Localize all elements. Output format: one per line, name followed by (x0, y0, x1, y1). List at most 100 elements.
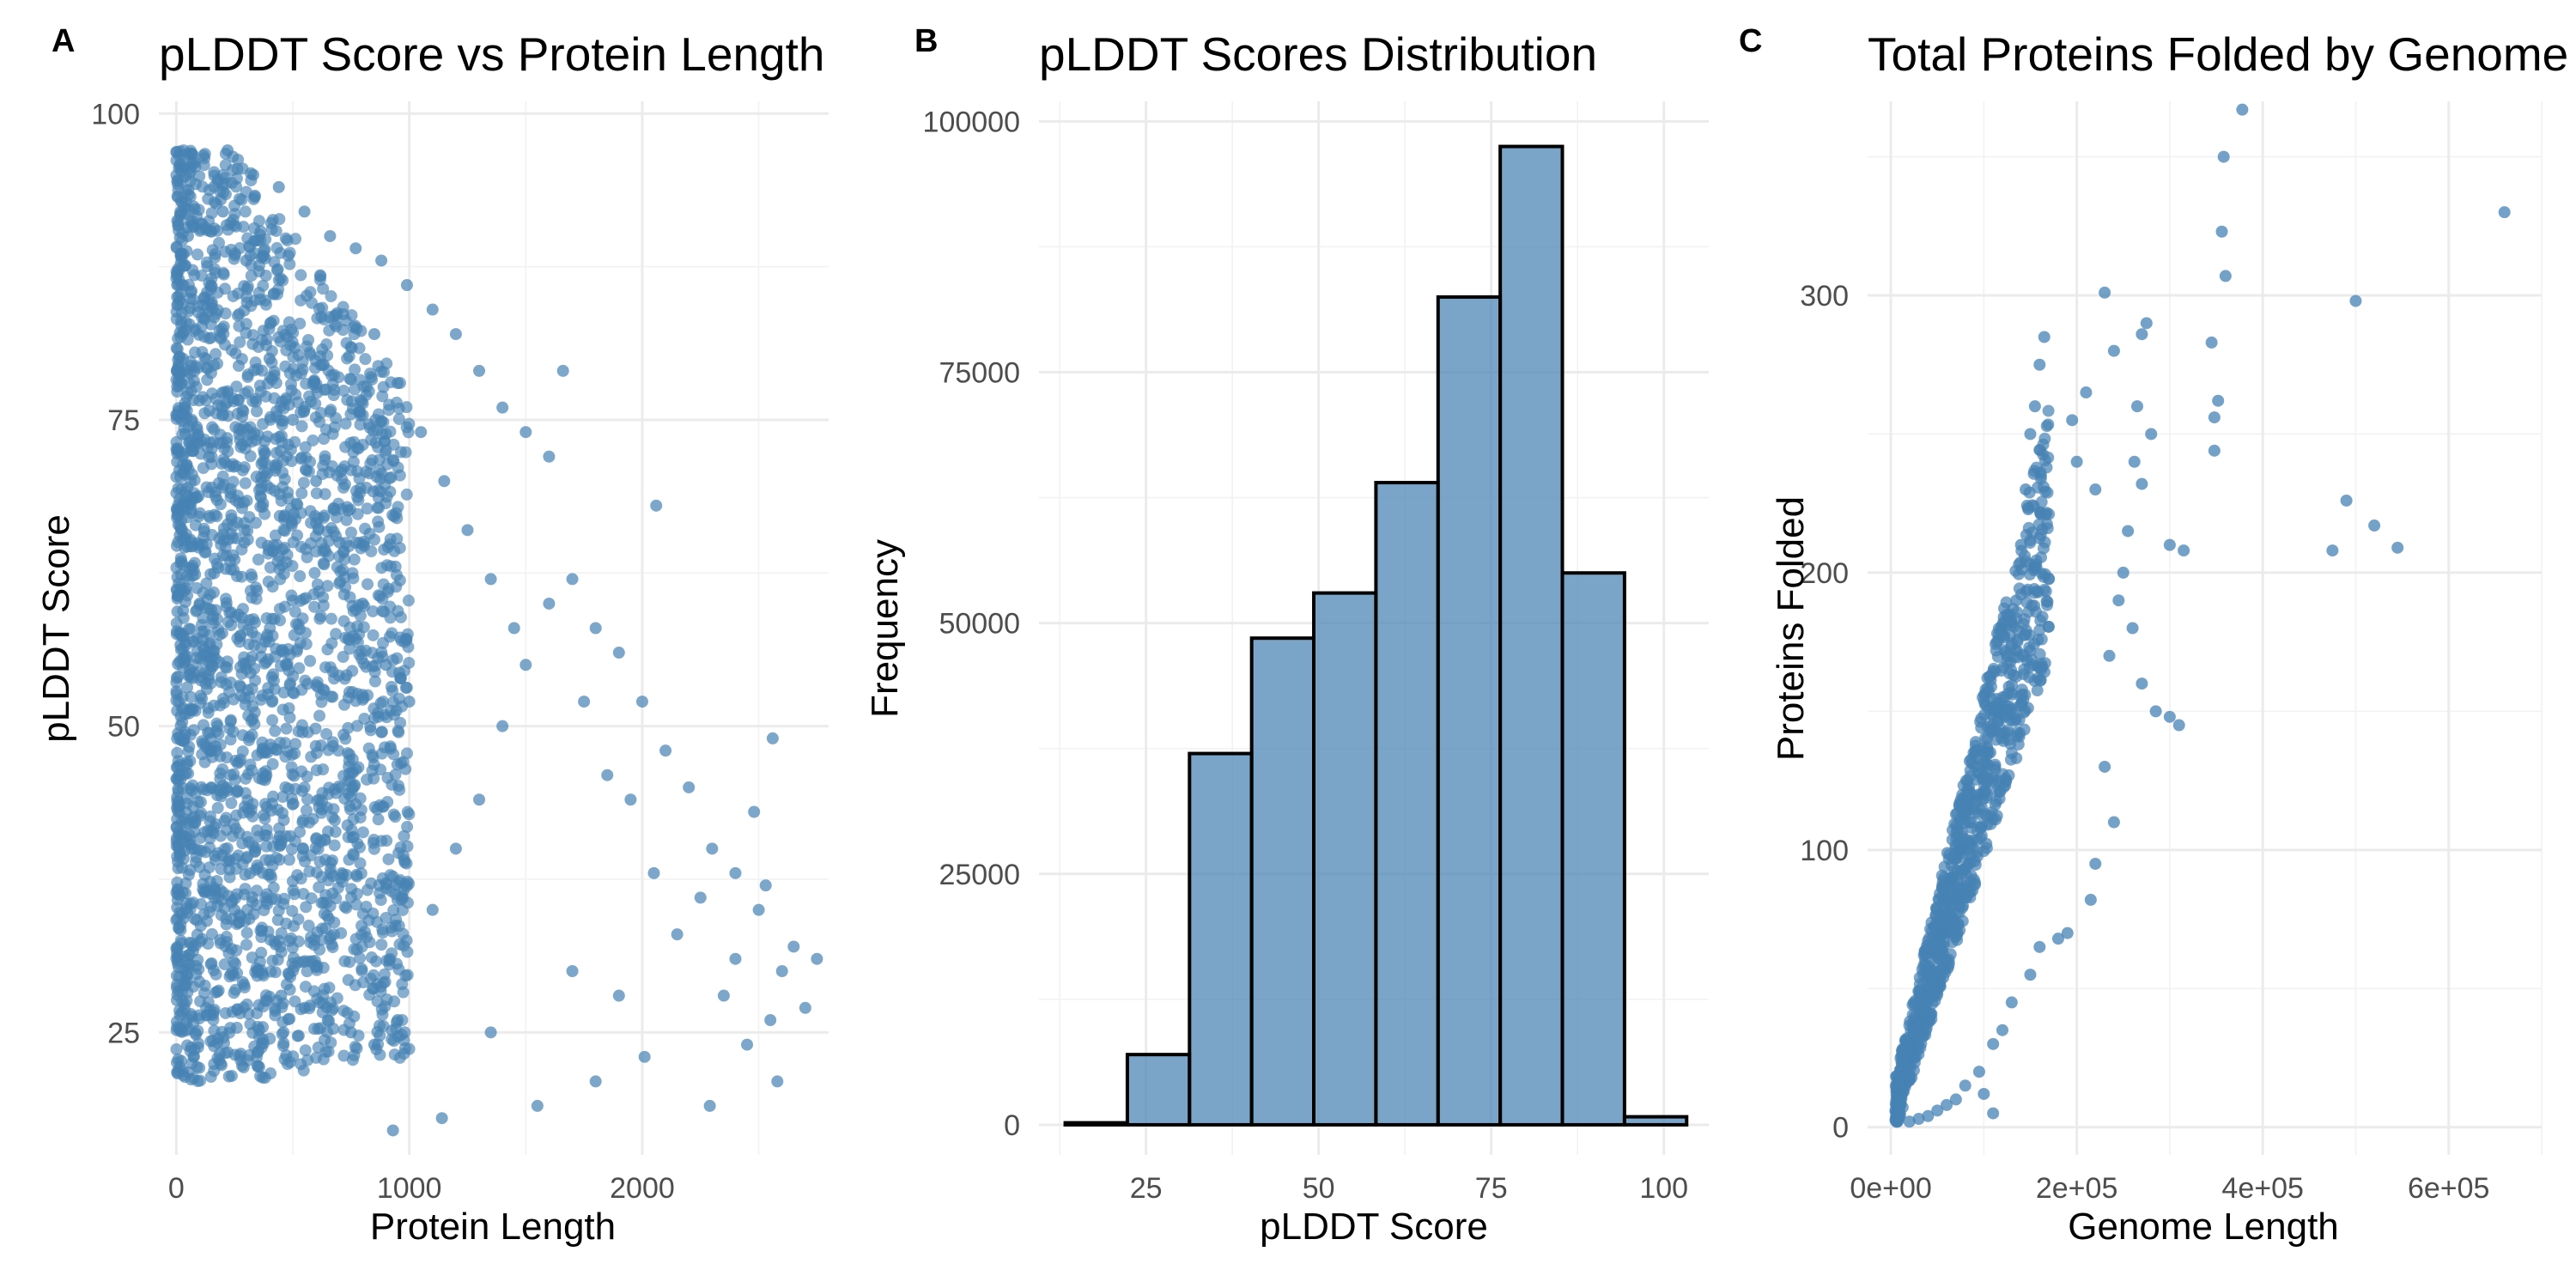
scatter-point (387, 454, 400, 467)
scatter-point (170, 820, 183, 833)
scatter-point (1927, 943, 1940, 956)
scatter-point (461, 524, 474, 537)
scatter-point (1987, 1037, 2000, 1050)
scatter-point (215, 676, 228, 689)
scatter-point (171, 455, 184, 468)
scatter-point (213, 236, 226, 249)
y-tick-label: 200 (1800, 557, 1849, 590)
scatter-point (1972, 1066, 1985, 1078)
scatter-point (380, 659, 392, 671)
scatter-point (209, 247, 222, 260)
scatter-point (280, 1048, 293, 1061)
scatter-point (380, 428, 392, 440)
scatter-point (173, 358, 185, 371)
scatter-point (337, 1049, 350, 1062)
scatter-point (305, 892, 318, 905)
scatter-point (356, 826, 369, 839)
scatter-point (200, 353, 213, 366)
scatter-point (225, 243, 238, 256)
scatter-point (279, 737, 292, 750)
scatter-point (1989, 799, 2002, 811)
y-axis-label-a: pLDDT Score (35, 514, 77, 743)
scatter-point (173, 768, 186, 781)
x-tick-label: 0e+00 (1850, 1172, 1932, 1205)
scatter-point (271, 555, 284, 568)
scatter-point (349, 242, 362, 255)
scatter-point (241, 280, 254, 293)
scatter-point (375, 939, 388, 951)
scatter-point (204, 568, 217, 580)
histogram-bar (1560, 571, 1626, 1127)
scatter-point (332, 669, 345, 682)
scatter-point (173, 970, 185, 983)
scatter-point (216, 762, 229, 775)
scatter-point (201, 260, 214, 273)
scatter-point (219, 283, 232, 295)
scatter-point (355, 395, 368, 408)
panel-b-histogram: B pLDDT Scores Distribution 0 25000 50000 7… (864, 23, 1709, 1248)
scatter-point (313, 522, 325, 535)
scatter-point (316, 787, 329, 799)
scatter-point (218, 338, 231, 351)
scatter-point (211, 357, 224, 370)
scatter-point (289, 782, 302, 795)
scatter-point (259, 854, 272, 866)
scatter-point (285, 589, 298, 602)
scatter-point (282, 1058, 295, 1071)
scatter-point (355, 940, 368, 953)
scatter-point (223, 863, 236, 876)
y-tick-label: 50 (107, 711, 140, 744)
scatter-point (333, 536, 346, 549)
scatter-point (647, 866, 660, 879)
scatter-point (1960, 870, 1973, 883)
scatter-point (172, 862, 185, 875)
scatter-point (198, 433, 211, 446)
scatter-point (346, 831, 359, 844)
scatter-point (235, 193, 248, 206)
scatter-point (174, 556, 187, 569)
scatter-point (543, 597, 556, 610)
scatter-point (1912, 1113, 1925, 1126)
scatter-point (331, 881, 344, 894)
scatter-point (343, 956, 356, 969)
scatter-point (172, 218, 185, 231)
scatter-point (2326, 544, 2339, 557)
scatter-point (240, 903, 253, 916)
scatter-point (302, 920, 315, 933)
scatter-point (324, 863, 337, 876)
scatter-point (236, 858, 249, 871)
scatter-point (1978, 1087, 1990, 1100)
scatter-point (172, 805, 185, 817)
scatter-point (226, 164, 239, 177)
scatter-point (330, 892, 343, 905)
scatter-point (2084, 893, 2097, 906)
scatter-point (204, 841, 216, 854)
scatter-point (238, 536, 251, 549)
scatter-point (344, 526, 357, 539)
scatter-point (205, 272, 218, 285)
scatter-point (2236, 103, 2249, 116)
histogram-bar (1312, 591, 1378, 1127)
scatter-point (368, 712, 381, 725)
scatter-point (287, 797, 300, 810)
scatter-point (277, 1026, 290, 1039)
scatter-point (292, 913, 305, 926)
scatter-point (268, 612, 281, 625)
scatter-point (292, 1030, 305, 1042)
scatter-point (308, 933, 321, 946)
scatter-point (397, 756, 410, 769)
scatter-point (298, 1001, 311, 1014)
scatter-point (171, 605, 184, 618)
scatter-point (222, 144, 234, 157)
scatter-point (296, 355, 309, 368)
scatter-point (2163, 538, 2176, 551)
scatter-point (250, 631, 263, 644)
scatter-point (347, 848, 360, 860)
scatter-point (191, 210, 204, 223)
scatter-point (315, 806, 328, 819)
scatter-point (229, 347, 242, 360)
scatter-point (300, 452, 313, 465)
scatter-point (180, 758, 193, 771)
scatter-point (222, 1026, 235, 1039)
